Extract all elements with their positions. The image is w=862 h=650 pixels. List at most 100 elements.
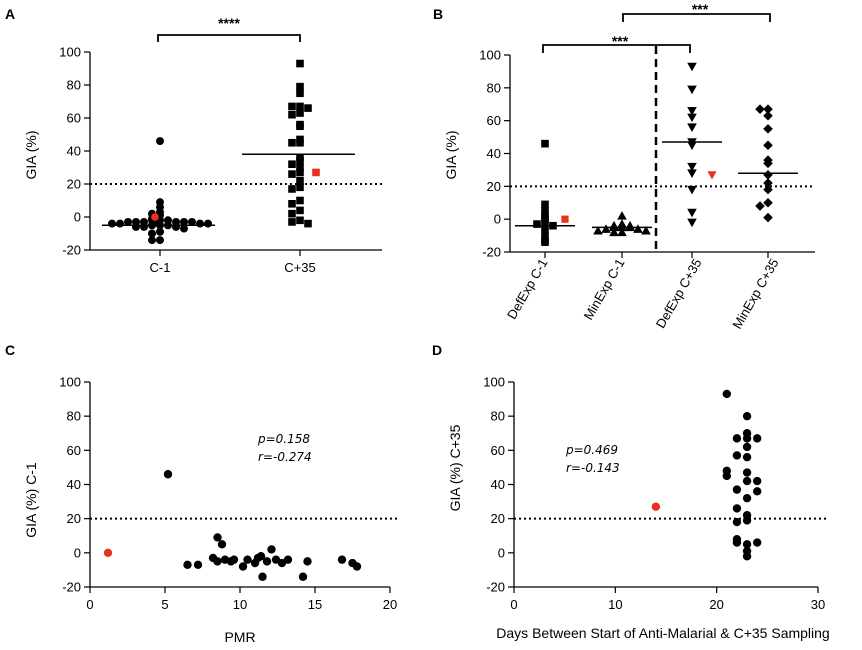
panel-b-point-MinExp C-1 bbox=[617, 227, 627, 237]
panel-b-y-tick-label: 80 bbox=[487, 80, 501, 95]
panel-b-point-MinExp C-1 bbox=[641, 225, 651, 235]
panel-d-point bbox=[742, 552, 752, 561]
panel-b-significance-bracket-bottom bbox=[542, 44, 691, 53]
panel-b-significance-bottom: *** bbox=[612, 33, 629, 49]
panel-d-x-ticks: 0 10 20 30 bbox=[510, 587, 825, 612]
panel-d-y-axis-label: GIA (%) C+35 bbox=[447, 424, 463, 511]
panel-b-point-DefExp C-1 bbox=[541, 225, 549, 233]
panel-c-x-tick-label: 15 bbox=[308, 597, 322, 612]
panel-d-point bbox=[742, 540, 752, 549]
panel-a-point-C+35 bbox=[304, 104, 312, 112]
panel-a-point-C+35 bbox=[296, 206, 304, 215]
panel-b-point-DefExp C-1 bbox=[541, 207, 549, 215]
panel-d-point bbox=[732, 485, 742, 494]
panel-b-y-tick-label: 100 bbox=[479, 48, 501, 63]
panel-a-point-C-1 bbox=[156, 236, 164, 245]
panel-d-point bbox=[742, 516, 752, 525]
panel-d-y-tick-label: -20 bbox=[486, 580, 505, 595]
panel-a-y-ticks: 100 80 60 40 20 0 -20 bbox=[59, 45, 90, 258]
panel-d-y-tick-label: 0 bbox=[498, 545, 505, 560]
panel-d-point bbox=[742, 468, 752, 477]
panel-a-point-C+35 bbox=[296, 196, 304, 205]
panel-c-point bbox=[352, 562, 362, 571]
panel-c-plot bbox=[89, 382, 400, 588]
panel-b-y-ticks: 100 80 60 40 20 0 -20 bbox=[479, 48, 510, 260]
panel-d-point bbox=[732, 434, 742, 443]
panel-b-y-tick-label: -20 bbox=[482, 245, 501, 260]
panel-d-x-axis-label: Days Between Start of Anti-Malarial & C+… bbox=[496, 625, 829, 641]
panel-d-point bbox=[753, 538, 762, 547]
panel-a-point-C+35 bbox=[296, 82, 304, 91]
panel-a-point-C+35 bbox=[288, 110, 296, 119]
panel-b-y-tick-label: 0 bbox=[494, 212, 501, 227]
panel-d-x-tick-label: 0 bbox=[510, 597, 517, 612]
panel-b-point-MinExp C+35 bbox=[763, 110, 773, 121]
panel-b: B GIA (%) 100 80 60 40 20 0 -20 DefExp C-1 Min… bbox=[433, 1, 815, 331]
panel-a-point-C+35 bbox=[296, 183, 304, 192]
panel-a-point-C+35 bbox=[296, 176, 304, 185]
panel-a-point-C+35 bbox=[288, 185, 296, 193]
panel-b-y-axis-label: GIA (%) bbox=[443, 130, 459, 179]
panel-d-point bbox=[742, 434, 752, 443]
panel-letter-b: B bbox=[433, 6, 443, 22]
panel-b-highlight-point-DefExp C+35 bbox=[707, 171, 717, 180]
panel-a-point-C+35 bbox=[296, 59, 304, 68]
panel-c: C GIA (%) C-1 PMR p=0.158 r=-0.274 10080… bbox=[5, 342, 400, 645]
panel-c-x-tick-label: 10 bbox=[233, 597, 247, 612]
panel-c-point bbox=[238, 562, 248, 571]
panel-b-point-MinExp C-1 bbox=[601, 224, 611, 233]
panel-a-point-C+35 bbox=[288, 200, 296, 208]
panel-a-point-C+35 bbox=[288, 209, 296, 218]
panel-d-point bbox=[732, 517, 742, 527]
panel-a-point-C-1 bbox=[196, 219, 204, 228]
panel-b-point-DefExp C+35 bbox=[687, 107, 697, 116]
panel-b-point-DefExp C+35 bbox=[687, 162, 697, 172]
panel-b-point-DefExp C+35 bbox=[687, 62, 697, 72]
panel-d-point bbox=[742, 411, 752, 421]
panel-b-x-tick-minexp-c+35: MinExp C+35 bbox=[729, 256, 781, 331]
panel-a-point-C-1 bbox=[132, 222, 140, 231]
panel-a-y-tick-label: 100 bbox=[59, 45, 81, 60]
panel-a: A GIA (%) 100 80 60 40 20 0 -20 C-1 C+35 **** bbox=[5, 6, 382, 275]
panel-c-point bbox=[217, 540, 227, 549]
panel-c-y-tick-label: 100 bbox=[59, 375, 81, 390]
panel-c-y-tick-label: -20 bbox=[62, 580, 81, 595]
panel-d-point bbox=[742, 442, 752, 452]
panel-d-point bbox=[753, 476, 762, 486]
panel-c-point bbox=[337, 555, 347, 564]
panel-d-y-tick-label: 80 bbox=[491, 409, 505, 424]
panel-b-point-MinExp C+35 bbox=[763, 197, 773, 208]
panel-d-y-tick-label: 20 bbox=[491, 511, 505, 526]
panel-a-point-C-1 bbox=[180, 224, 188, 233]
panel-a-point-C+35 bbox=[296, 122, 304, 131]
panel-c-x-tick-label: 5 bbox=[161, 597, 168, 612]
panel-a-highlight-point-C-1 bbox=[151, 213, 159, 221]
panel-c-x-ticks: 0 5 10 15 20 bbox=[86, 587, 397, 612]
panel-d-y-tick-label: 40 bbox=[491, 477, 505, 492]
panel-c-point bbox=[229, 555, 239, 564]
panel-b-point-MinExp C-1 bbox=[617, 211, 627, 220]
panel-a-point-C-1 bbox=[180, 217, 188, 226]
panel-d-x-tick-label: 10 bbox=[608, 597, 622, 612]
panel-a-point-C+35 bbox=[288, 160, 296, 168]
panel-b-significance-bracket-top bbox=[622, 13, 771, 22]
panel-a-point-C-1 bbox=[140, 222, 148, 231]
panel-a-y-tick-label: 80 bbox=[67, 78, 81, 93]
panel-c-point bbox=[267, 545, 276, 554]
panel-c-point bbox=[183, 560, 192, 569]
panel-letter-d: D bbox=[432, 342, 442, 358]
panel-d-point bbox=[732, 504, 742, 513]
panel-a-point-C-1 bbox=[116, 219, 124, 228]
panel-c-point bbox=[303, 557, 312, 566]
panel-c-p-value: p=0.158 bbox=[257, 432, 310, 446]
panel-a-significance-bracket bbox=[157, 34, 301, 42]
panel-a-point-C+35 bbox=[288, 218, 296, 226]
panel-b-point-DefExp C-1 bbox=[541, 139, 549, 148]
panel-b-point-DefExp C+35 bbox=[687, 185, 697, 195]
panel-a-y-tick-label: -20 bbox=[62, 243, 81, 258]
panel-b-point-MinExp C-1 bbox=[609, 227, 619, 237]
panel-b-y-tick-label: 20 bbox=[487, 179, 501, 194]
panel-b-significance-top: *** bbox=[692, 1, 709, 17]
panel-b-point-DefExp C+35 bbox=[687, 123, 697, 133]
panel-a-point-C+35 bbox=[296, 109, 304, 117]
